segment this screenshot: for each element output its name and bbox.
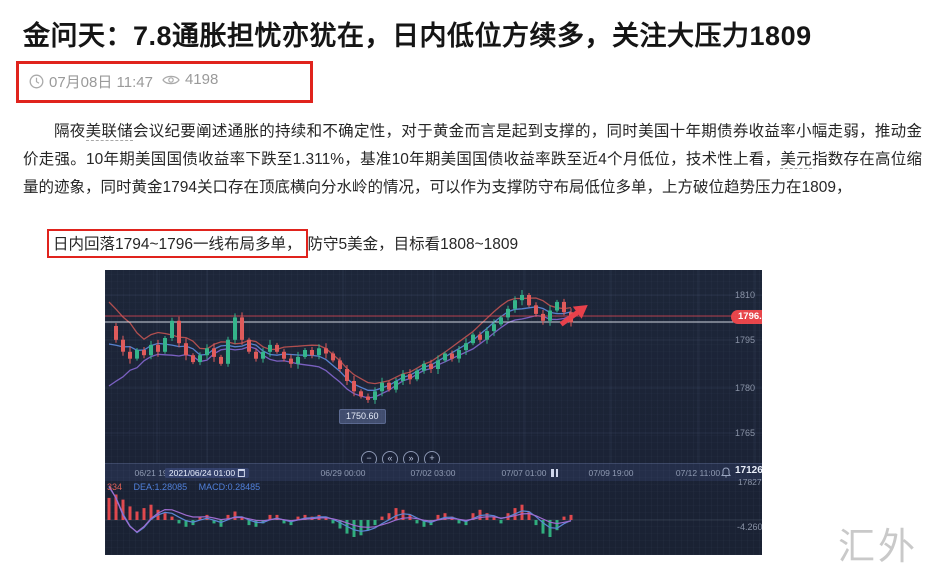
y-axis-label: 1795	[735, 335, 756, 345]
time-axis-label: 06/29 00:00	[320, 468, 366, 478]
trade-call-rest: 防守5美金，目标看1808~1809	[307, 236, 519, 253]
page-title: 金问天：7.8通胀担忧亦犹在，日内低位方续多，关注大压力1809	[23, 21, 812, 51]
clock-icon	[29, 74, 44, 89]
view-count: 4198	[162, 71, 218, 88]
pause-icon[interactable]	[551, 469, 558, 477]
y-axis-label: 1765	[735, 428, 756, 438]
corner-value-primary: 17126	[735, 465, 762, 476]
time-axis: 06/21 19:00 2021/06/24 01:00 06/29 00:00 07…	[105, 463, 762, 481]
macd-dif-fragment: 334	[107, 482, 123, 492]
article-paragraph: 隔夜美联储会议纪要阐述通胀的持续和不确定性，对于黄金而言是起到支撑的，同时美国十…	[23, 118, 922, 202]
eye-icon	[162, 75, 180, 84]
low-price-tooltip: 1750.60	[339, 409, 386, 424]
time-axis-label: 07/09 19:00	[588, 468, 634, 478]
p1-tail: 指数存在高位缩量的迹象，同时黄金1794关口存在顶底横向分水岭的情况，可以作为支…	[23, 151, 922, 196]
bell-icon[interactable]	[721, 467, 731, 478]
macd-value: MACD:0.28485	[198, 482, 261, 492]
y-axis-label: 1810	[735, 290, 756, 300]
time-axis-label: 07/12 11:00	[675, 468, 721, 478]
time-axis-label: 07/07 01:00	[501, 468, 547, 478]
time-axis-marker: 2021/06/24 01:00	[164, 468, 250, 478]
date-text: 07月08日 11:47	[49, 74, 153, 91]
usd-term-link[interactable]: 美元	[780, 151, 812, 169]
p1-mid: 会议纪要阐述通胀的持续和不确定性，对于黄金而言是起到支撑的，同时美国十年期债券收…	[23, 123, 922, 168]
views-text: 4198	[184, 71, 219, 88]
publish-time: 07月08日 11:47	[29, 71, 153, 92]
calendar-icon	[238, 469, 246, 477]
candlestick-canvas	[105, 270, 762, 537]
trade-call-highlight: 日内回落1794~1796一线布局多单，	[47, 229, 308, 258]
p1-lead: 隔夜	[54, 123, 86, 140]
time-axis-label: 06/21 19:00	[134, 468, 180, 478]
corner-value-secondary: 17827	[738, 477, 762, 487]
buy-signal-arrow-icon	[559, 305, 588, 327]
trade-call-line: 日内回落1794~1796一线布局多单， 防守5美金，目标看1808~1809	[23, 229, 922, 258]
meta-box: 07月08日 11:47 4198	[16, 61, 313, 103]
macd-dea-value: DEA:1.28085	[133, 482, 188, 492]
fed-term-link[interactable]: 美联储	[85, 123, 133, 141]
macd-scale-label: -4.260	[737, 522, 762, 532]
time-axis-label: 07/02 03:00	[410, 468, 456, 478]
macd-indicator-labels: 334 DEA:1.28085 MACD:0.28485	[107, 482, 260, 492]
current-price-badge: 1796.6	[731, 310, 762, 324]
y-axis-label: 1780	[735, 383, 756, 393]
site-watermark: 汇外网	[838, 526, 918, 566]
